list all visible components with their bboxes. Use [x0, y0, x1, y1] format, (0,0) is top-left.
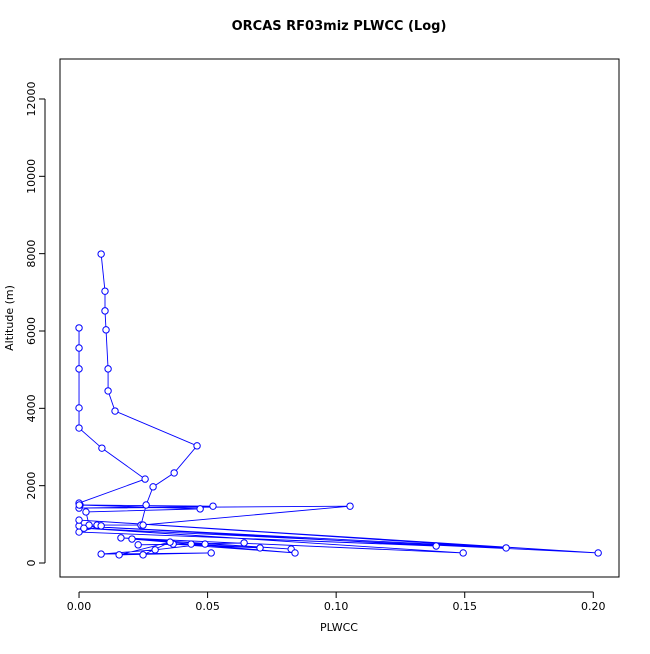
data-point: [75, 404, 83, 412]
data-point: [115, 551, 123, 559]
x-tick-label: 0.10: [324, 600, 349, 613]
x-axis-label: PLWCC: [320, 621, 358, 634]
data-point: [117, 534, 125, 542]
data-point: [111, 407, 119, 415]
data-point: [151, 546, 159, 554]
data-point: [459, 549, 467, 557]
data-point: [82, 508, 90, 516]
data-point: [75, 365, 83, 373]
data-point: [432, 542, 440, 550]
data-point: [196, 505, 204, 513]
data-point: [98, 444, 106, 452]
data-point: [101, 307, 109, 315]
data-point: [139, 521, 147, 529]
data-point: [502, 544, 510, 552]
data-point: [80, 524, 88, 532]
data-point: [97, 550, 105, 558]
data-point: [75, 501, 83, 509]
data-point: [201, 540, 209, 548]
data-point: [142, 501, 150, 509]
data-point: [75, 344, 83, 352]
y-axis-label: Altitude (m): [3, 285, 16, 351]
data-point: [97, 250, 105, 258]
data-point: [139, 551, 147, 559]
data-point: [291, 549, 299, 557]
data-point: [346, 502, 354, 510]
data-point: [141, 475, 149, 483]
y-tick-label: 2000: [25, 472, 38, 500]
y-tick-label: 4000: [25, 394, 38, 422]
data-point: [166, 538, 174, 546]
x-tick-label: 0.20: [581, 600, 606, 613]
x-tick-label: 0.05: [195, 600, 220, 613]
data-point: [101, 287, 109, 295]
data-point: [187, 540, 195, 548]
y-tick-label: 0: [25, 560, 38, 567]
data-point: [149, 483, 157, 491]
data-point: [256, 544, 264, 552]
y-tick-label: 10000: [25, 159, 38, 194]
data-point: [75, 324, 83, 332]
data-line: [78, 253, 599, 556]
data-point: [193, 442, 201, 450]
x-tick-label: 0.00: [67, 600, 92, 613]
x-tick-label: 0.15: [452, 600, 477, 613]
data-point: [104, 387, 112, 395]
data-point: [97, 522, 105, 530]
y-tick-label: 6000: [25, 317, 38, 345]
data-point: [128, 535, 136, 543]
data-point: [75, 424, 83, 432]
data-point: [170, 469, 178, 477]
data-point: [104, 365, 112, 373]
data-point: [134, 541, 142, 549]
data-point: [240, 539, 248, 547]
data-point: [75, 516, 83, 524]
y-tick-label: 12000: [25, 81, 38, 116]
data-point: [207, 549, 215, 557]
plot-box: [59, 58, 620, 578]
data-point: [209, 502, 217, 510]
data-point: [594, 549, 602, 557]
y-tick-label: 8000: [25, 240, 38, 268]
chart-title: ORCAS RF03miz PLWCC (Log): [232, 19, 447, 34]
data-point: [102, 326, 110, 334]
